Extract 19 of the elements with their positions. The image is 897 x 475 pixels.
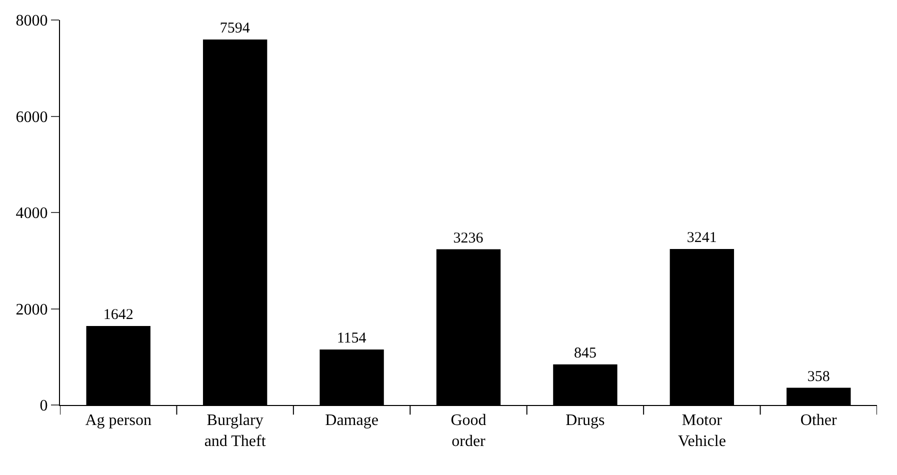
data-label: 1154	[336, 330, 367, 346]
y-tick-label: 0	[40, 398, 48, 415]
y-tick-label: 8000	[16, 12, 48, 30]
data-label: 1642	[103, 306, 134, 323]
x-tick-label: Other	[800, 412, 838, 430]
data-label: 7594	[220, 20, 250, 37]
data-label: 3241	[686, 230, 717, 246]
data-label: 3236	[453, 230, 484, 246]
x-tick-label: Ag person	[85, 412, 152, 430]
x-tick-label: Good order	[450, 412, 486, 450]
x-tick-label: Drugs	[566, 412, 605, 430]
data-label: 845	[574, 345, 596, 362]
x-tick-label: Motor Vehicle	[678, 412, 726, 450]
x-tick-label: Burglary and Theft	[204, 412, 266, 450]
data-label: 358	[807, 368, 830, 385]
y-tick-label: 6000	[16, 108, 48, 126]
x-tick-label: Damage	[325, 412, 378, 430]
y-tick-label: 4000	[16, 205, 48, 222]
y-tick-label: 2000	[16, 301, 48, 318]
